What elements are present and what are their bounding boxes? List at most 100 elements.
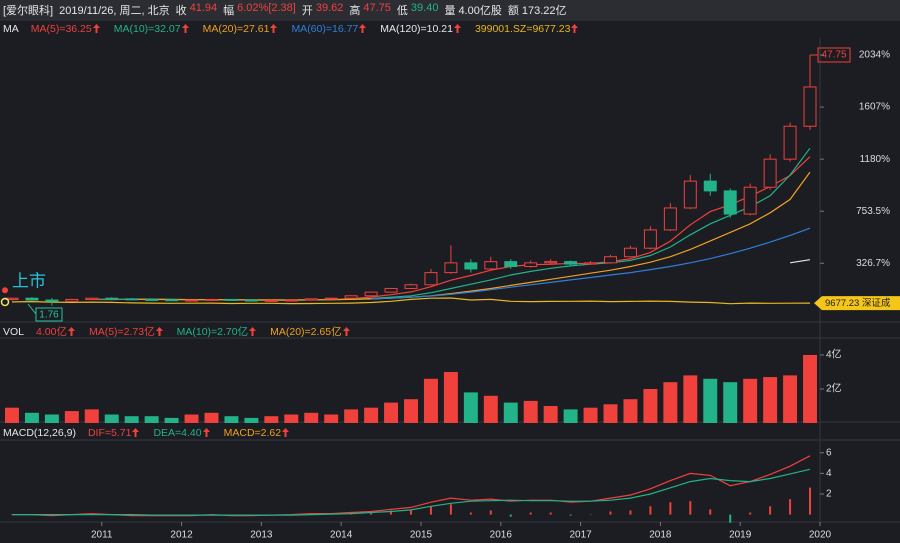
- volume-bar: [643, 388, 658, 423]
- candle-body: [723, 190, 737, 215]
- arrow-shape: [202, 428, 210, 437]
- stock-name: [爱尔眼科]: [3, 5, 54, 17]
- series-line: [11, 297, 811, 305]
- legend-text: MA(20)=2.65亿: [270, 326, 342, 338]
- arrow-icon: [67, 327, 75, 336]
- macd-bar: [529, 512, 532, 515]
- listing-label: 上市: [12, 271, 46, 290]
- arrow-shape: [155, 327, 163, 336]
- index-tag: 9677.23 深证成: [825, 297, 891, 309]
- macd-bar: [609, 511, 612, 515]
- candle-body: [205, 298, 218, 301]
- legend-item: MA(5)=2.73亿: [89, 324, 163, 339]
- index-tag-box: [814, 296, 900, 311]
- legend-item: MA(10)=2.70亿: [177, 324, 257, 339]
- legend-text: DEA=4.40: [153, 426, 202, 439]
- volume-bar: [663, 382, 678, 423]
- volume-bar: [463, 392, 478, 423]
- candle-body: [464, 262, 478, 270]
- field-value: 47.75: [363, 2, 391, 14]
- candle-body: [45, 299, 59, 302]
- volume-bar: [523, 400, 538, 423]
- legend-item: MA(120)=10.21: [380, 23, 461, 35]
- y-tick-label: 753.5%: [856, 206, 890, 217]
- candle-body: [185, 299, 199, 302]
- x-tick-label: 2011: [91, 530, 113, 541]
- field-value: 41.94: [189, 2, 218, 14]
- legend-item: DIF=5.71: [87, 426, 140, 439]
- candle-body: [424, 272, 438, 286]
- legend-text: DIF=5.71: [87, 426, 132, 439]
- arrow-icon: [359, 24, 367, 33]
- volume-bar: [44, 414, 59, 423]
- legend-text: 4.00亿: [36, 326, 67, 338]
- field-label: 幅: [223, 5, 235, 17]
- volume-bar: [423, 378, 438, 423]
- field-value: 39.62: [315, 2, 344, 14]
- macd-bar: [469, 512, 472, 515]
- y-tick-label: 6: [826, 447, 832, 458]
- arrow-shape: [342, 327, 350, 336]
- candle-body: [683, 180, 697, 209]
- volume-bar: [324, 414, 339, 423]
- y-tick-label: 2亿: [826, 382, 842, 395]
- arrow-shape: [92, 24, 100, 33]
- candle-body: [165, 299, 179, 302]
- volume-bar: [364, 407, 379, 423]
- macd-bar: [749, 512, 752, 515]
- arrow-icon: [270, 24, 278, 33]
- field-label: 量: [444, 5, 456, 17]
- series-line: [131, 171, 811, 301]
- legend-item: MACD=2.62: [224, 427, 290, 439]
- legend-text: MA(20)=27.61: [202, 22, 270, 35]
- volume-bar: [503, 402, 518, 423]
- volume-bar: [204, 412, 219, 423]
- volume-bar: [583, 407, 598, 423]
- listing-dot: [2, 287, 8, 294]
- volume-bar: [264, 416, 279, 423]
- candle-body: [524, 262, 538, 268]
- arrow-icon: [249, 327, 257, 336]
- legend-item: 4.00亿: [36, 324, 75, 339]
- macd-legend: MACD(12,26,9) DIF=5.71 DEA=4.40 MACD=2.62: [0, 424, 900, 441]
- candle-body: [703, 180, 717, 192]
- field-value: 39.40: [410, 2, 439, 14]
- candle-body: [384, 287, 398, 293]
- header-field: 高 47.75: [349, 2, 391, 18]
- volume-bar: [344, 409, 359, 423]
- macd-bar: [549, 512, 552, 515]
- volume-bar: [84, 409, 99, 423]
- field-value: 173.22亿: [521, 5, 567, 17]
- header-field: 开 39.62: [302, 2, 344, 18]
- volume-bar: [443, 371, 458, 423]
- candle-body: [364, 291, 378, 297]
- macd-bar: [449, 504, 452, 515]
- macd-bar: [509, 514, 512, 517]
- arrow-shape: [270, 24, 278, 33]
- listing-marker: [0, 297, 10, 307]
- macd-bar: [410, 509, 412, 515]
- candle-body: [544, 261, 558, 264]
- candle-body: [224, 298, 238, 301]
- x-tick-label: 2017: [569, 530, 592, 541]
- volume-bar: [384, 402, 399, 423]
- volume-bar: [104, 414, 119, 423]
- arrow-icon: [92, 24, 100, 33]
- candle-body: [404, 284, 418, 289]
- volume-bar: [284, 414, 299, 423]
- candle-body: [564, 261, 578, 265]
- header-field: 量 4.00亿股: [444, 2, 501, 18]
- macd-bar: [629, 510, 632, 515]
- x-tick-label: 2015: [410, 530, 433, 541]
- field-label: 开: [301, 5, 313, 17]
- candle-body: [803, 86, 817, 127]
- legend-title: VOL: [3, 325, 25, 338]
- volume-bar: [543, 405, 558, 423]
- candle-body: [584, 262, 598, 265]
- x-tick-label: 2019: [729, 530, 752, 541]
- candle-body: [25, 297, 39, 301]
- candle-body: [105, 297, 119, 300]
- series-line: [91, 147, 811, 301]
- macd-bar: [709, 509, 712, 515]
